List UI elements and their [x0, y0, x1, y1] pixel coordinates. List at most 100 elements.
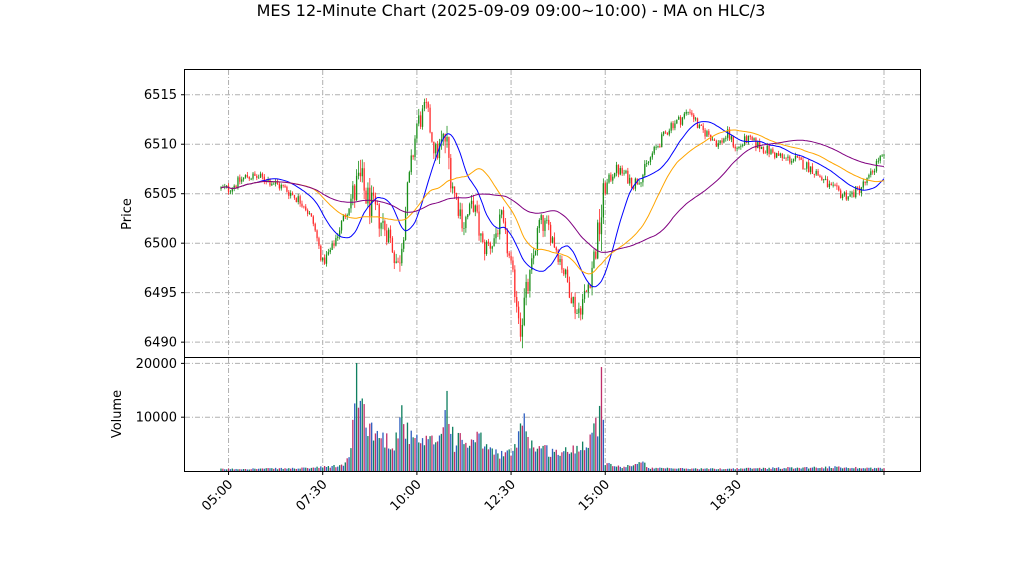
volume-bar-0	[220, 468, 222, 471]
volume-bar-292	[770, 468, 772, 471]
candle-243	[678, 115, 680, 120]
candle-200	[597, 219, 599, 260]
volume-bar-9	[237, 469, 239, 471]
volume-bar-37	[290, 468, 292, 471]
volume-bar-4	[227, 468, 230, 471]
candle-194	[585, 289, 588, 292]
candle-85	[380, 222, 382, 237]
volume-bar-250	[691, 468, 693, 471]
candle-164	[529, 269, 531, 298]
candle-290	[766, 142, 768, 156]
volume-bar-20	[258, 468, 260, 471]
volume-bar-317	[817, 468, 819, 471]
candle-69	[350, 193, 352, 213]
candle-344	[868, 173, 870, 180]
candle-206	[608, 173, 610, 184]
candle-48	[310, 213, 313, 217]
candle-284	[755, 137, 757, 152]
volume-bar-115	[436, 441, 439, 471]
volume-bar-209	[613, 466, 616, 471]
candle-139	[482, 231, 484, 244]
candle-190	[578, 302, 580, 319]
candle-336	[853, 189, 855, 198]
volume-bar-42	[299, 468, 301, 471]
candle-352	[883, 154, 885, 159]
candle-0	[220, 186, 222, 191]
volume-bar-32	[280, 467, 282, 471]
candle-289	[764, 150, 766, 154]
price-panel-frame	[184, 69, 921, 358]
candle-136	[476, 200, 478, 214]
candle-232	[657, 145, 659, 149]
candle-222	[638, 179, 640, 185]
candle-317	[817, 168, 819, 176]
volume-bar-290	[766, 468, 768, 471]
volume-bar-220	[634, 463, 637, 471]
volume-bar-218	[630, 466, 633, 471]
candle-137	[478, 204, 480, 241]
candle-141	[485, 240, 488, 256]
candle-326	[834, 183, 836, 187]
volume-bar-207	[610, 463, 612, 471]
candle-33	[282, 184, 284, 188]
candle-250	[691, 110, 693, 117]
volume-bar-88	[386, 433, 388, 471]
candle-331	[843, 191, 846, 197]
volume-bar-193	[583, 450, 586, 471]
volume-bar-259	[708, 469, 710, 471]
volume-bar-188	[574, 453, 576, 471]
volume-bar-114	[435, 442, 437, 471]
candle-303	[791, 158, 793, 165]
volume-bar-71	[354, 403, 356, 471]
candle-262	[713, 138, 716, 141]
volume-bar-81	[372, 440, 375, 471]
candle-198	[593, 249, 595, 269]
candle-12	[242, 177, 245, 182]
volume-bar-199	[595, 417, 597, 471]
volume-bar-208	[612, 466, 614, 471]
volume-bar-205	[606, 463, 608, 471]
candle-245	[681, 116, 684, 126]
volume-bar-279	[745, 467, 748, 471]
volume-bar-6	[231, 468, 233, 471]
volume-bar-262	[713, 468, 716, 471]
volume-bar-74	[359, 400, 362, 471]
candle-117	[440, 130, 443, 150]
candle-297	[779, 152, 782, 158]
volume-bar-84	[378, 438, 380, 471]
candle-265	[719, 140, 721, 146]
volume-bar-195	[587, 447, 589, 471]
candle-81	[372, 186, 375, 202]
volume-bar-286	[759, 467, 761, 471]
candle-119	[444, 133, 446, 154]
volume-bar-318	[819, 468, 821, 471]
candle-111	[429, 104, 431, 134]
candle-76	[363, 162, 365, 200]
candle-238	[668, 128, 670, 137]
time-tick-label-5: 18:30	[708, 477, 745, 514]
candle-267	[723, 137, 725, 144]
candle-46	[306, 208, 309, 217]
volume-bar-280	[747, 467, 750, 471]
volume-bar-252	[694, 468, 697, 471]
volume-bar-333	[847, 468, 849, 471]
price-tick-label-4: 6510	[144, 138, 177, 153]
candle-31	[278, 182, 281, 191]
volume-bar-17	[252, 468, 254, 471]
candle-168	[536, 226, 539, 256]
candle-50	[314, 222, 316, 232]
volume-bar-228	[649, 468, 652, 471]
volume-bar-299	[783, 468, 785, 471]
candle-240	[672, 120, 674, 131]
candle-275	[738, 146, 740, 150]
candle-293	[772, 147, 774, 154]
candle-130	[465, 215, 467, 233]
volume-bar-138	[480, 432, 482, 471]
volume-bar-128	[461, 439, 463, 471]
volume-bar-336	[853, 468, 855, 471]
candle-99	[406, 181, 409, 216]
volume-bar-180	[559, 455, 561, 471]
candle-10	[239, 174, 241, 185]
volume-bar-91	[391, 448, 394, 471]
